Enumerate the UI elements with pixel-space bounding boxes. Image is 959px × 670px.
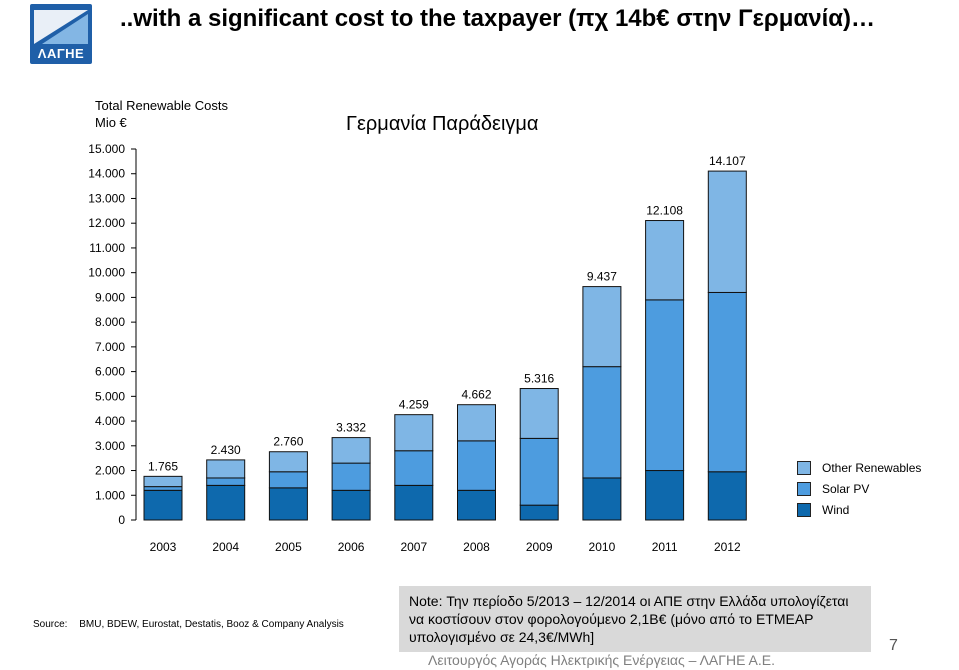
bar-total-label: 5.316 <box>524 372 554 386</box>
x-tick-label: 2007 <box>400 540 427 554</box>
bar-segment-wind <box>268 487 308 521</box>
y-tick-label: 13.000 <box>88 191 125 205</box>
x-tick-label: 2010 <box>589 540 616 554</box>
chart-legend: Other Renewables Solar PV Wind <box>797 457 921 520</box>
legend-item-wind: Wind <box>797 499 921 520</box>
y-tick-label: 6.000 <box>95 365 125 379</box>
y-axis-label: Total Renewable Costs Mio € <box>95 97 228 131</box>
bar-segment-other-renewables <box>457 404 496 442</box>
y-tick-label: 10.000 <box>88 266 125 280</box>
bar-segment-other-renewables <box>331 437 371 464</box>
x-tick-label: 2009 <box>526 540 553 554</box>
y-tick-label: 4.000 <box>95 414 125 428</box>
x-tick-label: 2003 <box>150 540 177 554</box>
y-tick-label: 3.000 <box>95 439 125 453</box>
legend-item-other-renewables: Other Renewables <box>797 457 921 478</box>
bar-total-label: 2.760 <box>273 435 303 449</box>
bar-total-label: 4.259 <box>399 398 429 412</box>
y-tick-label: 7.000 <box>95 340 125 354</box>
source-label: Source: <box>33 619 68 630</box>
bar-total-label: 14.107 <box>709 154 746 168</box>
bar-segment-other-renewables <box>206 459 246 479</box>
legend-swatch-solar-pv <box>797 481 811 496</box>
bar-total-label: 2.430 <box>211 443 241 457</box>
y-tick-label: 1.000 <box>95 488 125 502</box>
y-tick-label: 11.000 <box>89 241 125 255</box>
bar-total-label: 9.437 <box>587 270 617 284</box>
bar-segment-solar-pv <box>268 471 308 489</box>
bar-segment-solar-pv <box>645 299 685 472</box>
source-citation: Source: BMU, BDEW, Eurostat, Destatis, B… <box>33 619 344 630</box>
legend-label-other-renewables: Other Renewables <box>822 460 922 475</box>
y-tick-label: 2.000 <box>95 464 125 478</box>
bar-segment-solar-pv <box>143 486 183 491</box>
footer-text: Λειτουργός Αγοράς Ηλεκτρικής Ενέργειας –… <box>428 652 775 668</box>
page-number: 7 <box>889 637 898 654</box>
bar-total-label: 12.108 <box>646 204 683 218</box>
bar-segment-solar-pv <box>582 366 622 479</box>
slide-title: ..with a significant cost to the taxpaye… <box>120 5 875 32</box>
bar-segment-other-renewables <box>394 414 434 452</box>
bar-segment-wind <box>582 477 622 521</box>
note-box: Note: Την περίοδο 5/2013 – 12/2014 οι ΑΠ… <box>399 586 871 652</box>
x-tick-label: 2008 <box>463 540 490 554</box>
bar-segment-wind <box>519 504 559 521</box>
bar-segment-other-renewables <box>143 475 183 488</box>
y-tick-label: 5.000 <box>95 389 125 403</box>
bar-segment-solar-pv <box>707 291 747 473</box>
x-tick-label: 2005 <box>275 540 302 554</box>
bar-segment-other-renewables <box>707 170 747 293</box>
y-tick-label: 14.000 <box>88 167 125 181</box>
bar-total-label: 3.332 <box>336 421 366 435</box>
x-tick-label: 2011 <box>652 540 678 554</box>
bar-segment-wind <box>457 489 496 521</box>
bar-segment-other-renewables <box>268 451 308 473</box>
y-tick-label: 15.000 <box>88 142 125 156</box>
bar-total-label: 1.765 <box>148 459 178 473</box>
bar-segment-wind <box>206 484 246 521</box>
logo-mark-icon <box>34 10 88 44</box>
bar-segment-wind <box>143 489 183 521</box>
bar-segment-solar-pv <box>394 450 434 486</box>
bar-segment-solar-pv <box>519 437 559 506</box>
company-logo: ΛΑΓΗΕ <box>30 4 92 64</box>
x-tick-label: 2012 <box>714 540 741 554</box>
source-text: BMU, BDEW, Eurostat, Destatis, Booz & Co… <box>79 619 344 630</box>
bar-segment-other-renewables <box>519 388 559 439</box>
legend-label-solar-pv: Solar PV <box>822 481 870 496</box>
legend-swatch-wind <box>797 502 811 517</box>
y-tick-label: 0 <box>118 513 125 527</box>
bar-total-label: 4.662 <box>461 388 491 402</box>
legend-label-wind: Wind <box>822 502 850 517</box>
bar-segment-wind <box>394 484 434 521</box>
y-tick-label: 12.000 <box>88 216 125 230</box>
bar-segment-other-renewables <box>645 220 685 301</box>
bar-segment-wind <box>331 489 371 521</box>
bar-segment-solar-pv <box>457 440 496 491</box>
bar-segment-solar-pv <box>206 477 246 486</box>
bar-segment-wind <box>707 471 747 521</box>
logo-text: ΛΑΓΗΕ <box>37 46 85 61</box>
y-tick-label: 8.000 <box>95 315 125 329</box>
x-tick-label: 2004 <box>212 540 239 554</box>
bar-segment-wind <box>645 470 685 521</box>
bar-segment-solar-pv <box>331 462 371 491</box>
y-axis-label-line-1: Total Renewable Costs <box>95 98 228 113</box>
legend-item-solar-pv: Solar PV <box>797 478 921 499</box>
bar-segment-other-renewables <box>582 286 622 368</box>
legend-swatch-other-renewables <box>797 460 811 475</box>
y-tick-label: 9.000 <box>95 290 125 304</box>
x-tick-label: 2006 <box>338 540 365 554</box>
y-axis-label-line-2: Mio € <box>95 115 127 130</box>
chart-title: Γερμανία Παράδειγμα <box>346 113 539 135</box>
